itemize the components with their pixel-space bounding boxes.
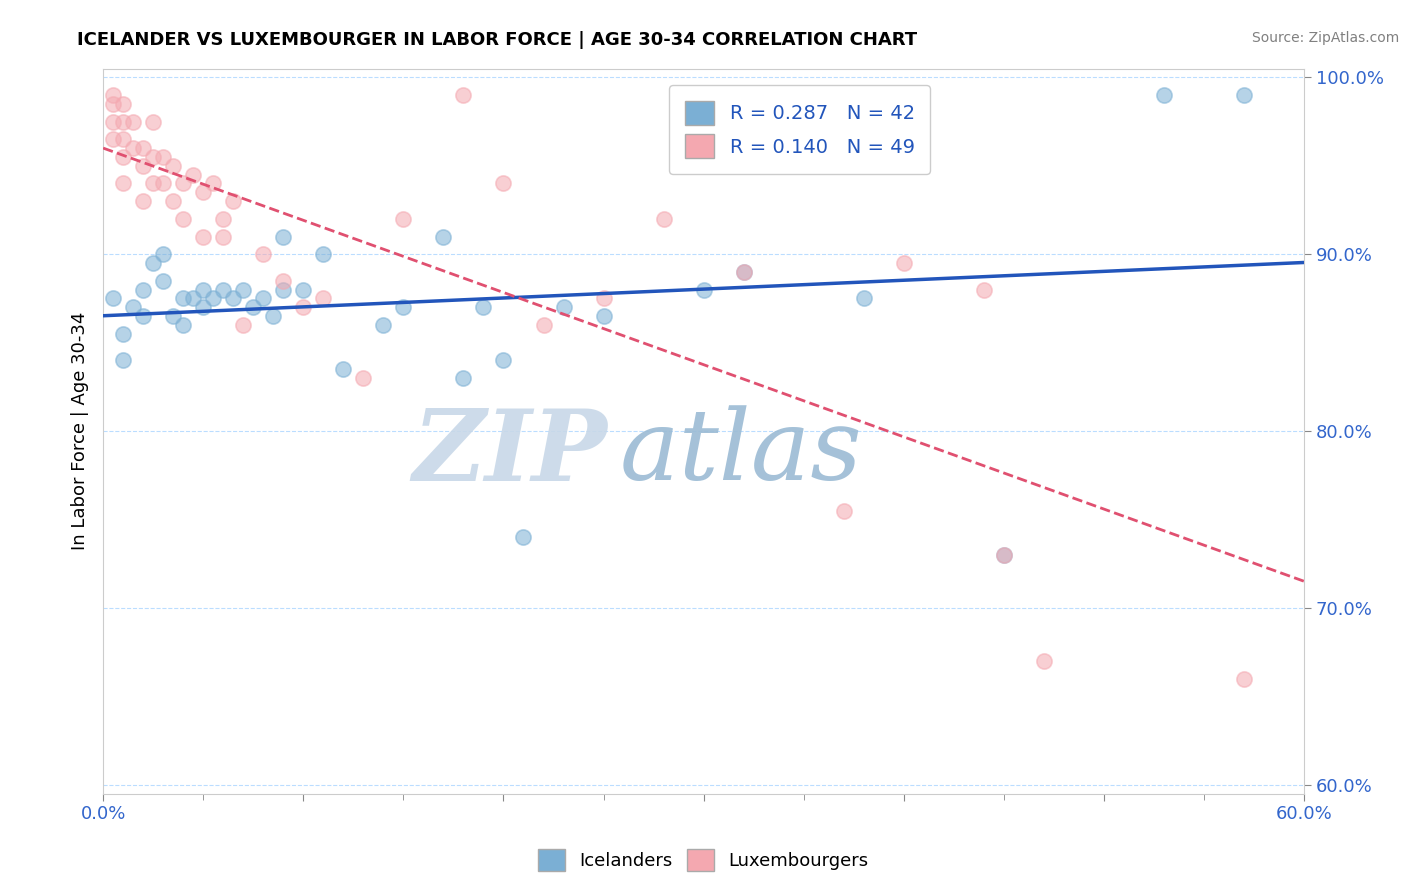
Text: ICELANDER VS LUXEMBOURGER IN LABOR FORCE | AGE 30-34 CORRELATION CHART: ICELANDER VS LUXEMBOURGER IN LABOR FORCE… — [77, 31, 918, 49]
Point — [292, 300, 315, 314]
Point — [271, 283, 294, 297]
Point — [122, 141, 145, 155]
Point — [112, 353, 135, 368]
Point — [101, 114, 124, 128]
Point — [252, 292, 274, 306]
Point — [453, 371, 475, 385]
Point — [252, 247, 274, 261]
Point — [232, 283, 254, 297]
Point — [162, 194, 184, 209]
Point — [733, 265, 755, 279]
Point — [152, 274, 174, 288]
Point — [373, 318, 395, 332]
Point — [222, 194, 245, 209]
Point — [652, 211, 675, 226]
Point — [271, 274, 294, 288]
Point — [993, 548, 1015, 562]
Legend: R = 0.287   N = 42, R = 0.140   N = 49: R = 0.287 N = 42, R = 0.140 N = 49 — [669, 86, 931, 174]
Point — [472, 300, 495, 314]
Point — [112, 132, 135, 146]
Point — [112, 96, 135, 111]
Y-axis label: In Labor Force | Age 30-34: In Labor Force | Age 30-34 — [72, 312, 89, 550]
Text: atlas: atlas — [620, 405, 862, 500]
Point — [592, 309, 614, 323]
Point — [193, 229, 215, 244]
Point — [973, 283, 995, 297]
Point — [112, 150, 135, 164]
Point — [132, 283, 155, 297]
Point — [222, 292, 245, 306]
Point — [262, 309, 284, 323]
Point — [492, 177, 515, 191]
Point — [193, 186, 215, 200]
Point — [352, 371, 374, 385]
Point — [193, 283, 215, 297]
Point — [512, 530, 534, 544]
Point — [893, 256, 915, 270]
Point — [112, 326, 135, 341]
Point — [1233, 672, 1256, 686]
Point — [152, 177, 174, 191]
Point — [142, 114, 165, 128]
Point — [292, 283, 315, 297]
Point — [193, 300, 215, 314]
Point — [132, 194, 155, 209]
Point — [553, 300, 575, 314]
Point — [142, 256, 165, 270]
Point — [101, 96, 124, 111]
Point — [592, 292, 614, 306]
Point — [172, 177, 194, 191]
Point — [852, 292, 875, 306]
Point — [132, 309, 155, 323]
Point — [101, 88, 124, 103]
Point — [142, 177, 165, 191]
Point — [692, 283, 714, 297]
Point — [242, 300, 264, 314]
Point — [162, 309, 184, 323]
Point — [533, 318, 555, 332]
Point — [122, 300, 145, 314]
Legend: Icelanders, Luxembourgers: Icelanders, Luxembourgers — [530, 842, 876, 879]
Point — [112, 177, 135, 191]
Point — [202, 292, 225, 306]
Point — [101, 292, 124, 306]
Point — [392, 300, 415, 314]
Point — [1032, 654, 1054, 668]
Point — [1233, 88, 1256, 103]
Point — [152, 247, 174, 261]
Point — [212, 283, 235, 297]
Point — [453, 88, 475, 103]
Point — [162, 159, 184, 173]
Point — [232, 318, 254, 332]
Point — [312, 247, 335, 261]
Point — [122, 114, 145, 128]
Text: ZIP: ZIP — [412, 405, 607, 501]
Point — [172, 318, 194, 332]
Point — [172, 292, 194, 306]
Point — [181, 168, 204, 182]
Point — [492, 353, 515, 368]
Point — [132, 141, 155, 155]
Point — [142, 150, 165, 164]
Point — [101, 132, 124, 146]
Point — [332, 362, 354, 376]
Point — [392, 211, 415, 226]
Point — [432, 229, 454, 244]
Text: Source: ZipAtlas.com: Source: ZipAtlas.com — [1251, 31, 1399, 45]
Point — [832, 504, 855, 518]
Point — [212, 229, 235, 244]
Point — [271, 229, 294, 244]
Point — [993, 548, 1015, 562]
Point — [172, 211, 194, 226]
Point — [152, 150, 174, 164]
Point — [132, 159, 155, 173]
Point — [1153, 88, 1175, 103]
Point — [112, 114, 135, 128]
Point — [181, 292, 204, 306]
Point — [312, 292, 335, 306]
Point — [212, 211, 235, 226]
Point — [202, 177, 225, 191]
Point — [733, 265, 755, 279]
